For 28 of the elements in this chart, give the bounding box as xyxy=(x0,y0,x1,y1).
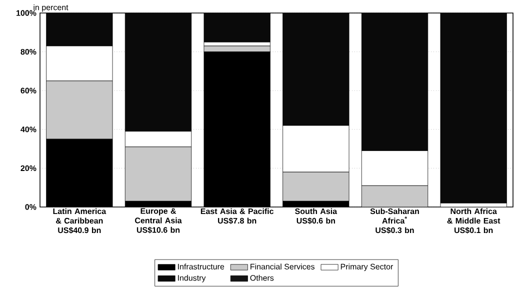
bar xyxy=(46,80,113,140)
y-axis-title: in percent xyxy=(34,4,68,12)
x-tick-label: Latin America & Caribbean xyxy=(53,208,106,224)
y-tick-label: 100% xyxy=(16,10,36,16)
bar xyxy=(282,172,350,202)
text: US$10.6 bn xyxy=(136,226,180,234)
legend-label: Others xyxy=(250,274,274,281)
x-tick-label: Sub-Saharan Africa$^{*}$ xyxy=(370,208,419,224)
legend-label: Financial Services xyxy=(250,264,315,270)
text: US$40.9 bn xyxy=(58,227,101,234)
text: US$0.3 bn xyxy=(376,227,414,234)
legend-label: Industry xyxy=(178,274,206,282)
bar xyxy=(124,146,192,202)
x-tick-label: Europe & Central Asia xyxy=(135,208,182,224)
y-tick-label: 80% xyxy=(20,48,36,55)
x-tick-label: South Asia xyxy=(295,208,338,214)
y-tick-label: 60% xyxy=(20,88,36,94)
text: US$7.8 bn xyxy=(218,218,256,224)
legend-label: Primary Sector xyxy=(340,264,394,272)
text: US$0.6 bn xyxy=(296,218,335,224)
bar xyxy=(361,185,428,207)
y-tick-label: 20% xyxy=(20,165,36,172)
legend-label: Infrastructure xyxy=(178,264,224,270)
y-tick-label: 0% xyxy=(25,204,36,210)
x-tick-label: East Asia & Pacific xyxy=(200,208,274,214)
text: US$0.1 bn xyxy=(454,227,493,234)
y-tick-label: 40% xyxy=(20,126,36,132)
x-tick-label: North Africa & Middle East xyxy=(447,208,500,224)
